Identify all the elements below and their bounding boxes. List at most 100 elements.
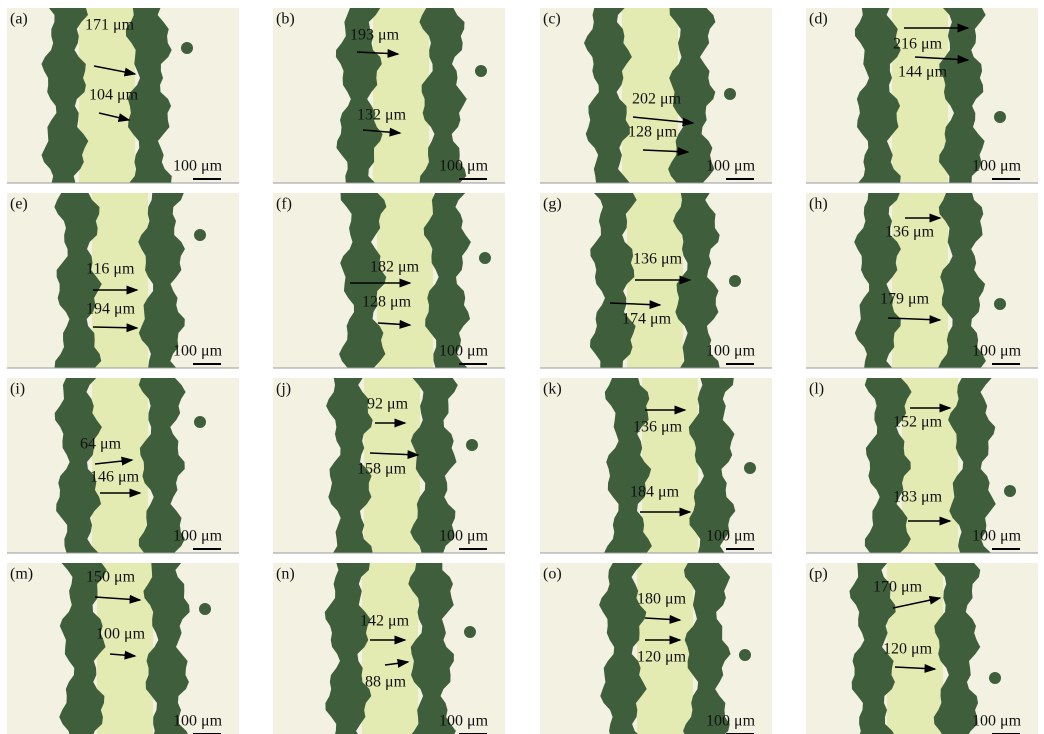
width-annotation: 92 μm (367, 396, 409, 413)
scale-bar-label: 100 μm (706, 713, 756, 730)
scale-bar-label: 100 μm (439, 158, 489, 175)
channel (642, 378, 698, 553)
width-annotation: 216 μm (893, 36, 943, 53)
panel-label: (m) (10, 566, 33, 583)
width-annotation: 152 μm (893, 414, 943, 431)
scale-bar-label: 100 μm (972, 343, 1022, 360)
channel (362, 563, 418, 734)
width-annotation: 179 μm (880, 291, 930, 308)
figure: (a)171 μm104 μm100 μm(b)193 μm132 μm100 … (0, 0, 1044, 734)
panel-label: (p) (809, 566, 828, 583)
panel: (h) 136 μm 179 μm 100 μm (806, 193, 1038, 368)
debris (194, 416, 206, 428)
panel-label: (d) (809, 11, 828, 28)
debris (475, 65, 487, 77)
panel-label: (g) (543, 196, 562, 213)
width-annotation: 136 μm (885, 224, 935, 241)
width-annotation: 100 μm (96, 626, 146, 643)
scale-bar-label: 100 μm (173, 713, 223, 730)
width-annotation: 170 μm (873, 579, 923, 596)
debris (479, 252, 491, 264)
width-annotation: 88 μm (365, 674, 407, 691)
panel-label: (i) (10, 381, 25, 398)
panel: (c) 202 μm 128 μm 100 μm (540, 8, 772, 183)
panel: (o) 180 μm 120 μm 100 μm (540, 563, 772, 734)
width-annotation: 120 μm (637, 649, 687, 666)
width-annotation: 180 μm (637, 591, 687, 608)
channel (92, 378, 148, 553)
panel-label: (n) (276, 566, 295, 583)
scale-bar-label: 100 μm (972, 528, 1022, 545)
debris (729, 275, 741, 287)
width-annotation: 120 μm (883, 641, 933, 658)
panel-label: (j) (276, 381, 291, 398)
arrow (93, 327, 137, 328)
width-annotation: 193 μm (350, 27, 400, 44)
width-annotation: 116 μm (86, 261, 135, 278)
width-annotation: 142 μm (360, 613, 410, 630)
width-annotation: 184 μm (630, 484, 680, 501)
panel-label: (a) (10, 11, 28, 28)
width-annotation: 174 μm (622, 311, 672, 328)
debris (194, 229, 206, 241)
width-annotation: 136 μm (633, 251, 683, 268)
width-annotation: 182 μm (370, 259, 420, 276)
scale-bar-label: 100 μm (706, 158, 756, 175)
panel: (g) 136 μm 174 μm 100 μm (540, 193, 772, 368)
width-annotation: 144 μm (898, 64, 948, 81)
panel: (f) 182 μm 128 μm 100 μm (273, 193, 505, 368)
debris (739, 649, 751, 661)
width-annotation: 183 μm (893, 489, 943, 506)
scale-bar-label: 100 μm (173, 343, 223, 360)
width-annotation: 150 μm (86, 569, 136, 586)
panel: (k) 136 μm 184 μm 100 μm (540, 378, 772, 553)
width-annotation: 136 μm (633, 419, 683, 436)
debris (199, 603, 211, 615)
channel (92, 193, 148, 368)
panel-label: (e) (10, 196, 28, 213)
width-annotation: 146 μm (90, 469, 140, 486)
scale-bar-label: 100 μm (972, 158, 1022, 175)
panel-label: (o) (543, 566, 562, 583)
debris (466, 439, 478, 451)
panel: (p) 170 μm 120 μm 100 μm (806, 563, 1038, 734)
width-annotation: 64 μm (80, 436, 122, 453)
scale-bar-label: 100 μm (173, 528, 223, 545)
debris (181, 42, 193, 54)
channel (892, 193, 948, 368)
panel: (i) 64 μm 146 μm 100 μm (7, 378, 239, 553)
scale-bar-label: 100 μm (972, 713, 1022, 730)
debris (989, 672, 1001, 684)
scale-bar-label: 100 μm (439, 528, 489, 545)
scale-bar-label: 100 μm (173, 158, 223, 175)
width-annotation: 132 μm (357, 107, 407, 124)
panel: (a) 171 μm 104 μm 100 μm (7, 8, 239, 183)
scale-bar-label: 100 μm (439, 343, 489, 360)
width-annotation: 158 μm (357, 461, 407, 478)
width-annotation: 202 μm (632, 91, 682, 108)
panel: (j) 92 μm 158 μm 100 μm (273, 378, 505, 553)
width-annotation: 128 μm (362, 294, 412, 311)
channel (97, 563, 153, 734)
panel: (m) 150 μm 100 μm 100 μm (7, 563, 239, 734)
channel (377, 193, 433, 368)
scale-bar-label: 100 μm (706, 528, 756, 545)
width-annotation: 128 μm (628, 124, 678, 141)
panel: (d) 216 μm 144 μm 100 μm (806, 8, 1038, 183)
width-annotation: 194 μm (86, 301, 136, 318)
debris (724, 88, 736, 100)
panel-label: (l) (809, 381, 824, 398)
panel-label: (k) (543, 381, 562, 398)
panel-label: (f) (276, 196, 292, 213)
panel: (l) 152 μm 183 μm 100 μm (806, 378, 1038, 553)
width-annotation: 171 μm (85, 17, 135, 34)
width-annotation: 104 μm (89, 87, 139, 104)
debris (744, 462, 756, 474)
debris (994, 111, 1006, 123)
panel-label: (h) (809, 196, 828, 213)
scale-bar-label: 100 μm (706, 343, 756, 360)
scale-bar-label: 100 μm (439, 713, 489, 730)
panel: (n) 142 μm 88 μm 100 μm (273, 563, 505, 734)
panel-label: (c) (543, 11, 561, 28)
